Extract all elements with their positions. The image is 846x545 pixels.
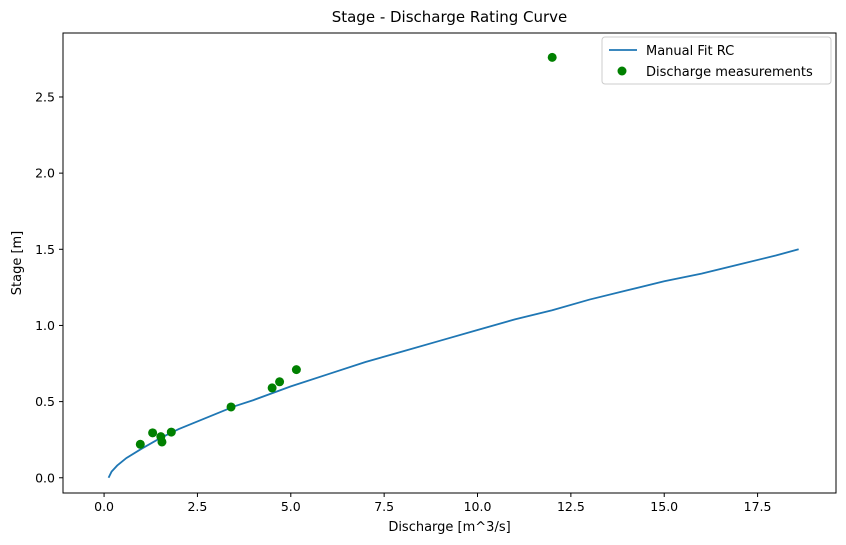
series-line-manual-fit <box>107 248 799 479</box>
legend-box <box>601 36 832 85</box>
x-tick-label: 15.0 <box>650 499 678 514</box>
x-axis-ticks: 0.0 2.5 5.0 7.5 10.0 12.5 15.0 17.5 <box>94 493 772 514</box>
x-tick-label: 12.5 <box>557 499 585 514</box>
series-layer-scatter <box>135 52 557 449</box>
data-point <box>547 52 557 62</box>
x-tick-label: 10.0 <box>464 499 492 514</box>
data-point <box>157 437 167 447</box>
y-tick-label: 0.5 <box>35 394 55 409</box>
data-point <box>166 427 176 437</box>
x-tick-label: 2.5 <box>187 499 207 514</box>
legend-label-measurements: Discharge measurements <box>646 65 813 80</box>
legend-swatch-measurements <box>617 66 627 76</box>
series-layer-line <box>107 248 799 479</box>
x-axis-label: Discharge [m^3/s] <box>388 520 510 535</box>
y-tick-label: 2.5 <box>35 89 55 104</box>
data-point <box>275 377 285 387</box>
data-point <box>135 439 145 449</box>
data-point <box>226 402 236 412</box>
legend-label-manual-fit: Manual Fit RC <box>646 44 734 59</box>
x-tick-label: 0.0 <box>94 499 114 514</box>
chart-title: Stage - Discharge Rating Curve <box>332 8 568 26</box>
x-tick-label: 17.5 <box>744 499 772 514</box>
x-tick-label: 5.0 <box>281 499 301 514</box>
data-point <box>148 428 158 438</box>
y-tick-label: 2.0 <box>35 166 55 181</box>
y-axis-label: Stage [m] <box>10 231 25 296</box>
legend: Manual Fit RC Discharge measurements <box>601 36 832 85</box>
y-tick-label: 1.5 <box>35 242 55 257</box>
plot-frame <box>62 32 837 494</box>
data-point <box>291 365 301 375</box>
y-tick-label: 0.0 <box>35 470 55 485</box>
y-tick-label: 1.0 <box>35 318 55 333</box>
y-axis-ticks: 0.0 0.5 1.0 1.5 2.0 2.5 <box>35 89 63 485</box>
x-tick-label: 7.5 <box>374 499 394 514</box>
data-point <box>267 383 277 393</box>
